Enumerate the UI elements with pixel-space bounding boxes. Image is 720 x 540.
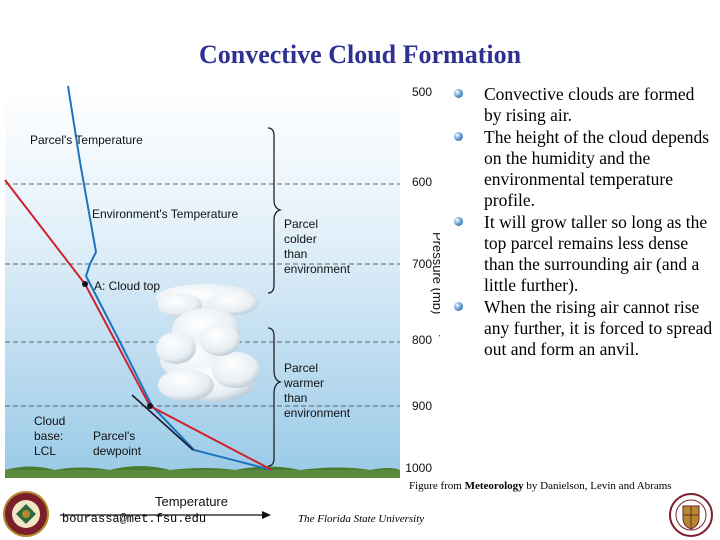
bullet-item: It will grow taller so long as the top p… xyxy=(452,212,714,296)
parcel-temperature-line xyxy=(4,179,273,471)
lower-brace-icon xyxy=(267,327,283,467)
pressure-axis-label: Pressure (mb) xyxy=(430,232,440,314)
parcel-colder-line: than xyxy=(284,247,307,261)
arrow-right-icon xyxy=(262,511,271,519)
cloud-base-point xyxy=(147,403,153,409)
temperature-axis-label: Temperature xyxy=(155,494,228,509)
parcel-warmer-line: environment xyxy=(284,406,351,420)
environment-temperature-line xyxy=(67,85,273,471)
upper-brace-icon xyxy=(267,127,283,294)
parcel-colder-line: environment xyxy=(284,262,351,276)
figure-caption: Figure from Meteorology by Danielson, Le… xyxy=(409,480,672,492)
dewpoint-line xyxy=(131,394,194,451)
bullet-item: Convective clouds are formed by rising a… xyxy=(452,84,714,126)
parcel-temperature-label: Parcel's Temperature xyxy=(30,133,143,147)
bullet-item: When the rising air cannot rise any furt… xyxy=(452,297,714,360)
university-name: The Florida State University xyxy=(298,513,425,525)
bullet-icon xyxy=(454,217,463,226)
slide-title: Convective Cloud Formation xyxy=(198,40,522,69)
pressure-tick: 500 xyxy=(412,85,432,99)
bullet-list: Convective clouds are formed by rising a… xyxy=(452,84,714,361)
pressure-tick: 900 xyxy=(412,399,432,413)
bullet-item: The height of the cloud depends on the h… xyxy=(452,127,714,211)
parcel-colder-line: Parcel xyxy=(284,217,318,231)
author-email: bourassa@met.fsu.edu xyxy=(62,512,207,526)
cloud-top-label: A: Cloud top xyxy=(94,279,160,293)
dewpoint-label-line: Parcel's xyxy=(93,429,135,443)
arrow-down-icon xyxy=(439,335,440,337)
environment-temperature-label: Environment's Temperature xyxy=(92,207,238,221)
temperature-axis: Temperature xyxy=(60,494,271,519)
bullet-icon xyxy=(454,302,463,311)
pressure-tick: 1000 xyxy=(405,461,432,475)
cloud-icon xyxy=(156,284,260,402)
cloud-base-line: LCL xyxy=(34,444,56,458)
cloud-base-line: Cloud xyxy=(34,414,65,428)
left-seal-icon xyxy=(3,491,49,537)
bullet-icon xyxy=(454,89,463,98)
pressure-tick: 700 xyxy=(412,257,432,271)
convective-diagram: Parcel's Temperature Environment's Tempe… xyxy=(4,85,440,478)
parcel-warmer-line: warmer xyxy=(283,376,324,390)
bullet-icon xyxy=(454,132,463,141)
pressure-tick: 800 xyxy=(412,333,432,347)
dewpoint-label-line: dewpoint xyxy=(93,444,142,458)
parcel-warmer-line: Parcel xyxy=(284,361,318,375)
fsu-seal-icon xyxy=(669,493,713,537)
cloud-top-point xyxy=(82,281,88,287)
parcel-warmer-line: than xyxy=(284,391,307,405)
cloud-base-line: base: xyxy=(34,429,63,443)
pressure-tick: 600 xyxy=(412,175,432,189)
ground xyxy=(5,466,400,478)
parcel-colder-line: colder xyxy=(284,232,317,246)
